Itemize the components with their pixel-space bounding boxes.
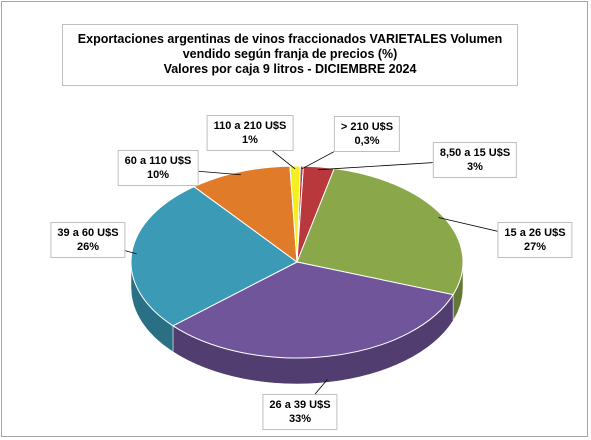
value-label: 0,3% [354, 135, 380, 147]
value-label: 10% [146, 169, 170, 181]
data-label: > 210 U$S 0,3% [333, 116, 401, 152]
category-label: 110 a 210 U$S [213, 120, 287, 132]
data-label: 39 a 60 U$S 26% [50, 222, 126, 258]
data-label: 15 a 26 U$S 27% [497, 222, 573, 258]
value-label: 26% [76, 241, 100, 253]
value-label: 1% [242, 134, 258, 146]
data-label: 110 a 210 U$S 1% [206, 115, 294, 151]
category-label: 26 a 39 U$S [269, 399, 331, 411]
slice [296, 167, 464, 296]
chart-subtitle: Valores por caja 9 litros - DICIEMBRE 20… [163, 62, 417, 76]
category-label: 15 a 26 U$S [504, 227, 566, 239]
data-label: 26 a 39 U$S 33% [262, 394, 338, 430]
title-box: Exportaciones argentinas de vinos fracci… [62, 24, 518, 86]
slice [171, 261, 454, 359]
slice [130, 186, 298, 327]
value-label: 27% [523, 241, 547, 253]
data-label: 8,50 a 15 U$S 3% [432, 142, 518, 178]
value-label: 33% [288, 413, 312, 425]
category-label: 60 a 110 U$S [124, 155, 192, 167]
data-label: 60 a 110 U$S 10% [117, 150, 199, 186]
chart-title: Exportaciones argentinas de vinos fracci… [77, 32, 503, 61]
category-label: 39 a 60 U$S [57, 227, 119, 239]
slice [289, 165, 301, 263]
value-label: 3% [467, 161, 483, 173]
category-label: > 210 U$S [340, 121, 394, 133]
category-label: 8,50 a 15 U$S [439, 147, 511, 159]
